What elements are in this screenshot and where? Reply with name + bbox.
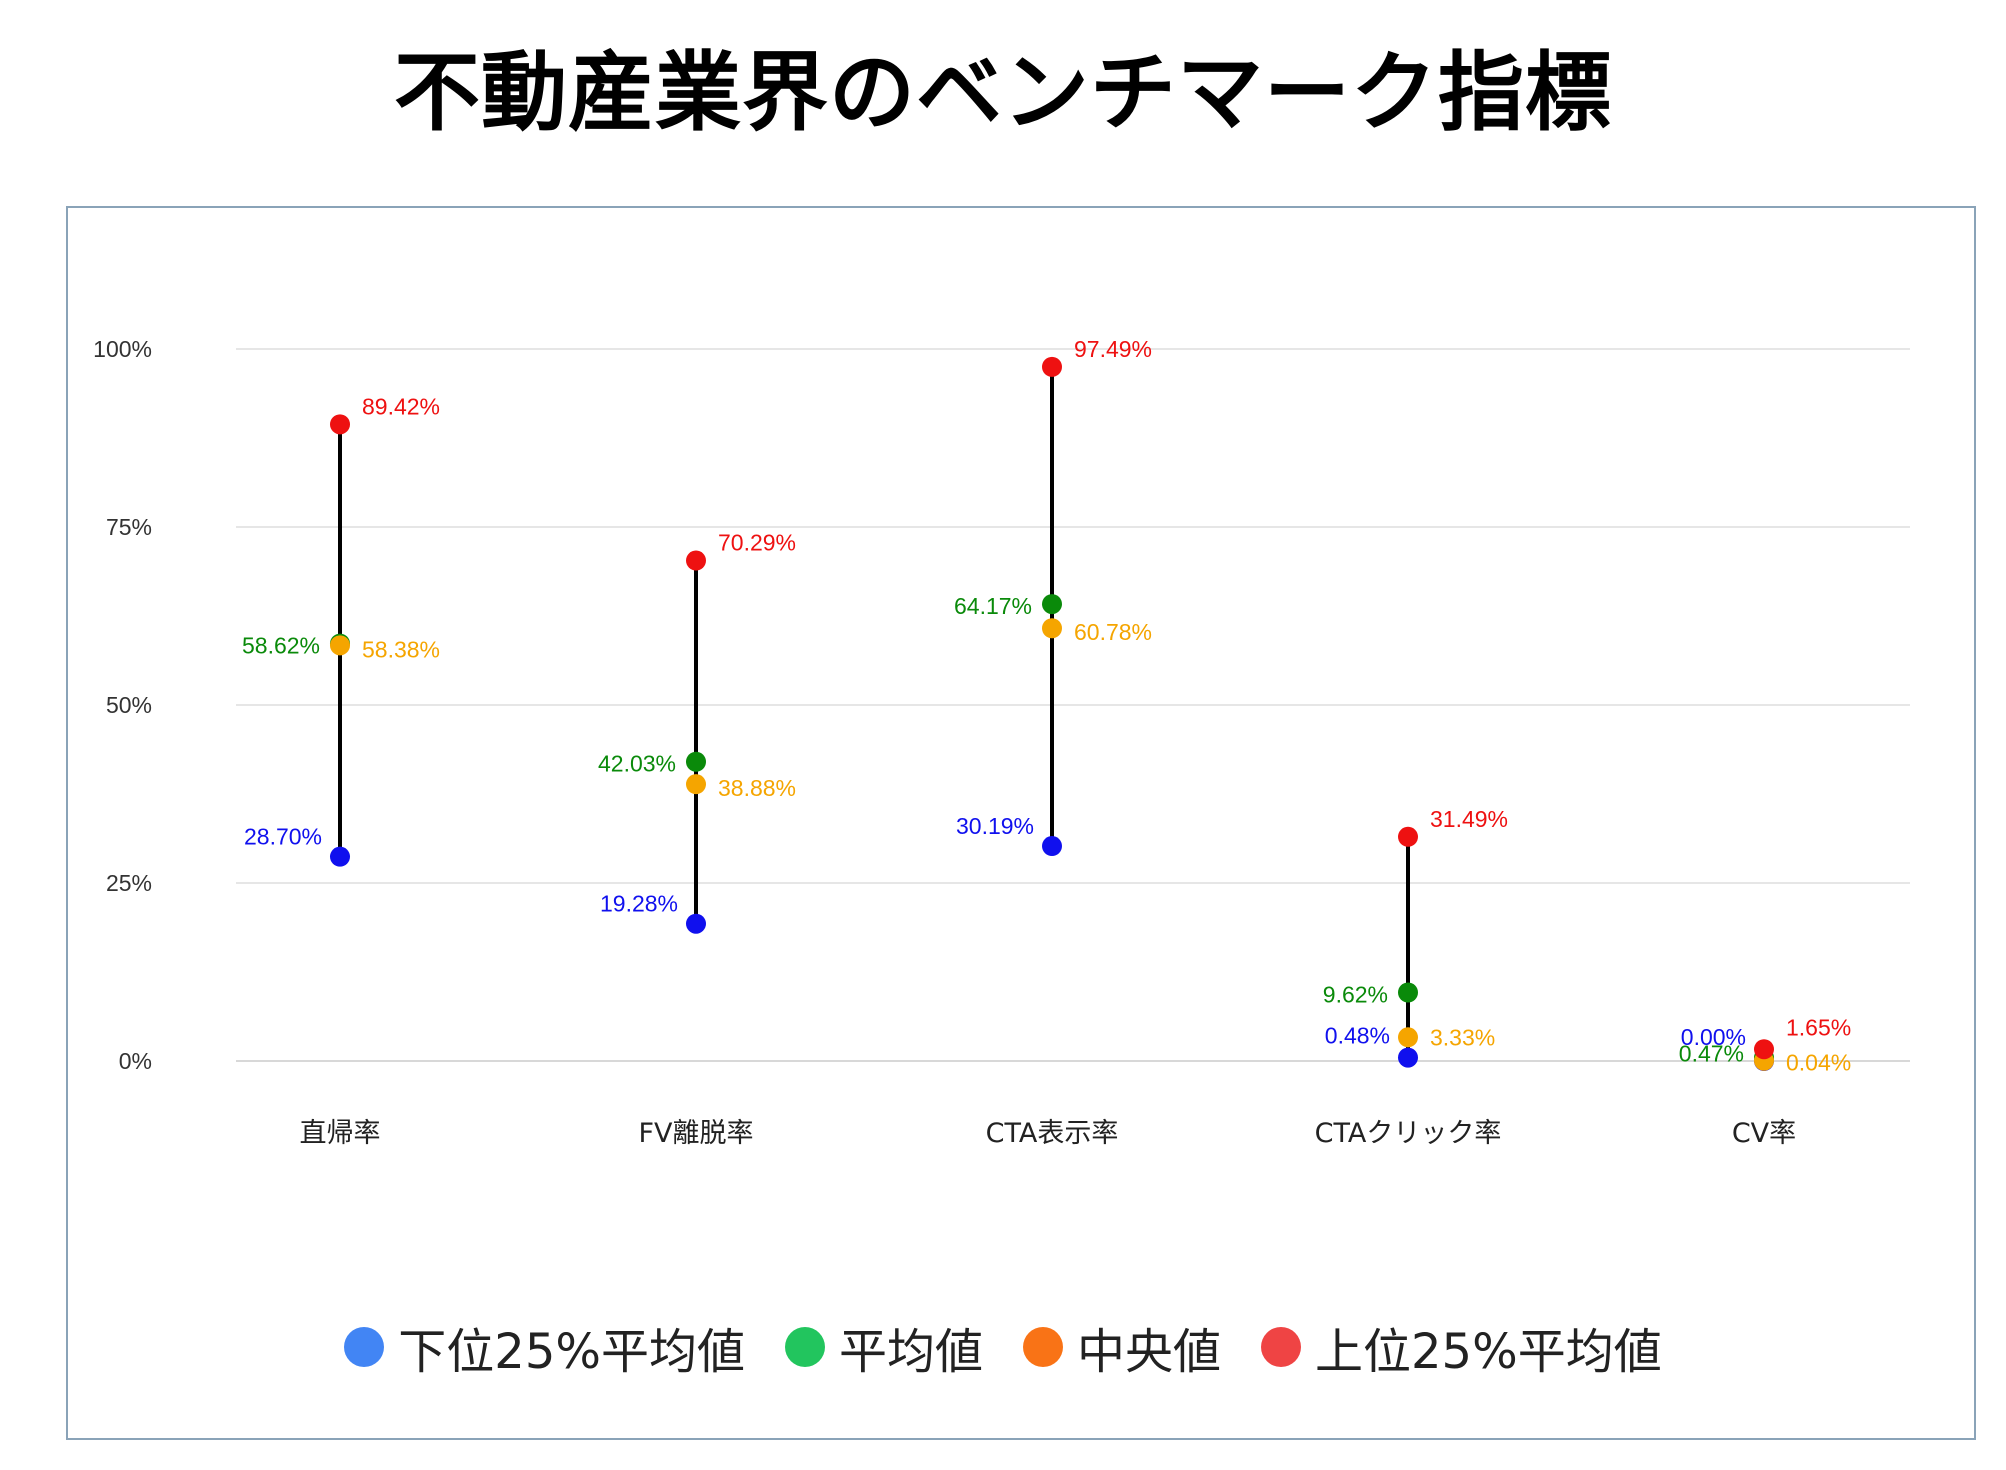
x-category-label: CTA表示率 <box>986 1118 1119 1149</box>
data-label: 31.49% <box>1430 806 1508 832</box>
data-label: 9.62% <box>1323 982 1388 1008</box>
data-point <box>1398 1027 1418 1048</box>
data-point <box>330 414 350 435</box>
data-point <box>330 635 350 656</box>
data-label: 30.19% <box>956 813 1034 839</box>
data-point <box>686 774 706 795</box>
y-tick-label: 100% <box>93 336 152 362</box>
data-label: 0.47% <box>1679 1041 1744 1067</box>
data-point <box>1398 826 1418 847</box>
x-category-label: CV率 <box>1732 1118 1796 1149</box>
data-label: 64.17% <box>954 593 1032 619</box>
data-point <box>1042 618 1062 639</box>
data-label: 60.78% <box>1074 619 1152 645</box>
legend-item: 下位25%平均値 <box>344 1312 745 1382</box>
data-label: 19.28% <box>600 891 678 917</box>
data-label: 28.70% <box>244 824 322 850</box>
data-point <box>686 751 706 772</box>
data-label: 3.33% <box>1430 1024 1495 1050</box>
legend-label: 上位25%平均値 <box>1315 1324 1662 1380</box>
data-point <box>686 550 706 571</box>
y-tick-label: 0% <box>119 1048 152 1074</box>
y-tick-label: 50% <box>106 692 152 718</box>
chart-frame <box>66 206 1976 1440</box>
x-category-label: 直帰率 <box>300 1118 381 1149</box>
x-category-label: FV離脱率 <box>638 1118 753 1149</box>
data-label: 89.42% <box>362 393 440 419</box>
data-label: 70.29% <box>718 530 796 556</box>
legend-item: 平均値 <box>784 1312 983 1382</box>
chart-legend: 下位25%平均値 平均値 中央値 上位25%平均値 <box>0 1312 2006 1382</box>
legend-label: 中央値 <box>1077 1324 1222 1380</box>
y-tick-label: 75% <box>106 514 152 540</box>
data-point <box>1398 982 1418 1003</box>
data-label: 42.03% <box>598 751 676 777</box>
data-label: 0.48% <box>1325 1023 1390 1049</box>
data-point <box>1042 356 1062 377</box>
data-label: 38.88% <box>718 775 796 801</box>
legend-swatch <box>1261 1327 1302 1367</box>
data-label: 1.65% <box>1786 1014 1851 1040</box>
legend-label: 平均値 <box>838 1324 983 1380</box>
data-point <box>1398 1047 1418 1068</box>
legend-item: 上位25%平均値 <box>1261 1312 1662 1382</box>
legend-item: 中央値 <box>1023 1312 1221 1382</box>
data-label: 58.38% <box>362 636 440 662</box>
data-point <box>1042 594 1062 615</box>
y-tick-label: 25% <box>106 870 152 896</box>
legend-swatch <box>344 1327 385 1367</box>
legend-swatch <box>1023 1327 1063 1367</box>
data-label: 0.04% <box>1786 1050 1851 1076</box>
data-point <box>1754 1039 1774 1060</box>
data-point <box>686 913 706 934</box>
data-label: 97.49% <box>1074 336 1152 362</box>
data-point <box>1042 836 1062 857</box>
page-title: 不動産業界のベンチマーク指標 <box>394 43 1612 143</box>
legend-swatch <box>784 1327 825 1367</box>
data-label: 58.62% <box>242 633 320 659</box>
legend-label: 下位25%平均値 <box>398 1324 745 1380</box>
x-category-label: CTAクリック率 <box>1315 1118 1502 1149</box>
data-point <box>330 846 350 867</box>
data-label: 0.00% <box>1681 1024 1746 1050</box>
